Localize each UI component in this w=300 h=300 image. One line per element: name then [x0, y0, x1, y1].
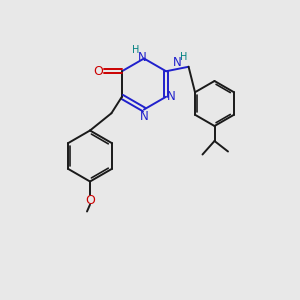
- Text: O: O: [85, 194, 95, 207]
- Text: N: N: [138, 51, 147, 64]
- Text: H: H: [132, 45, 139, 55]
- Text: N: N: [140, 110, 148, 123]
- Text: N: N: [167, 90, 176, 103]
- Text: O: O: [94, 65, 103, 78]
- Text: H: H: [180, 52, 188, 62]
- Text: N: N: [173, 56, 182, 69]
